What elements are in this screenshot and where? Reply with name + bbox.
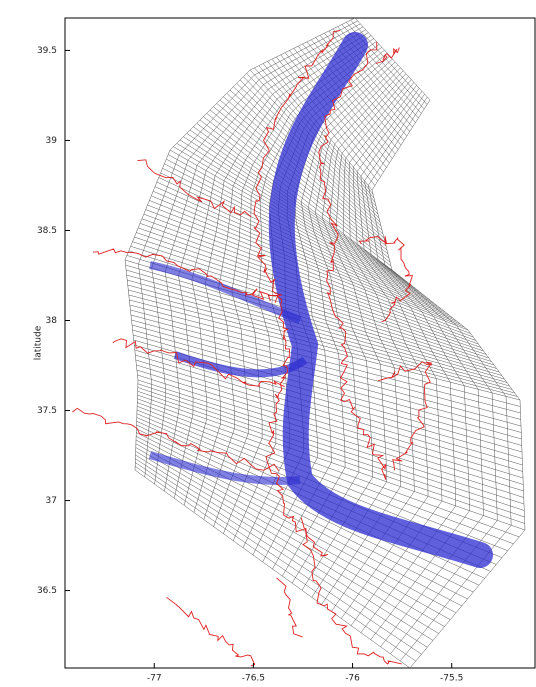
chart: latitude -77 -76.5 -76 -75.5 36.5 37 37.5 38 38.… — [0, 0, 536, 687]
x-tick-label: -75.5 — [440, 674, 463, 684]
y-tick-label: 37 — [46, 496, 57, 506]
y-tick-label: 36.5 — [37, 586, 57, 596]
y-tick-label: 37.5 — [37, 406, 57, 416]
y-axis-label: latitude — [34, 325, 44, 360]
x-tick-label: -76.5 — [242, 674, 265, 684]
y-tick-label: 39 — [46, 136, 58, 146]
y-tick-label: 38 — [46, 316, 58, 326]
y-tick-label: 39.5 — [37, 46, 57, 56]
x-tick-label: -77 — [147, 674, 162, 684]
x-tick-label: -76 — [345, 674, 360, 684]
page: {"chart_data": {"type": "map", "ylabel":… — [0, 0, 536, 687]
y-tick-label: 38.5 — [37, 226, 57, 236]
